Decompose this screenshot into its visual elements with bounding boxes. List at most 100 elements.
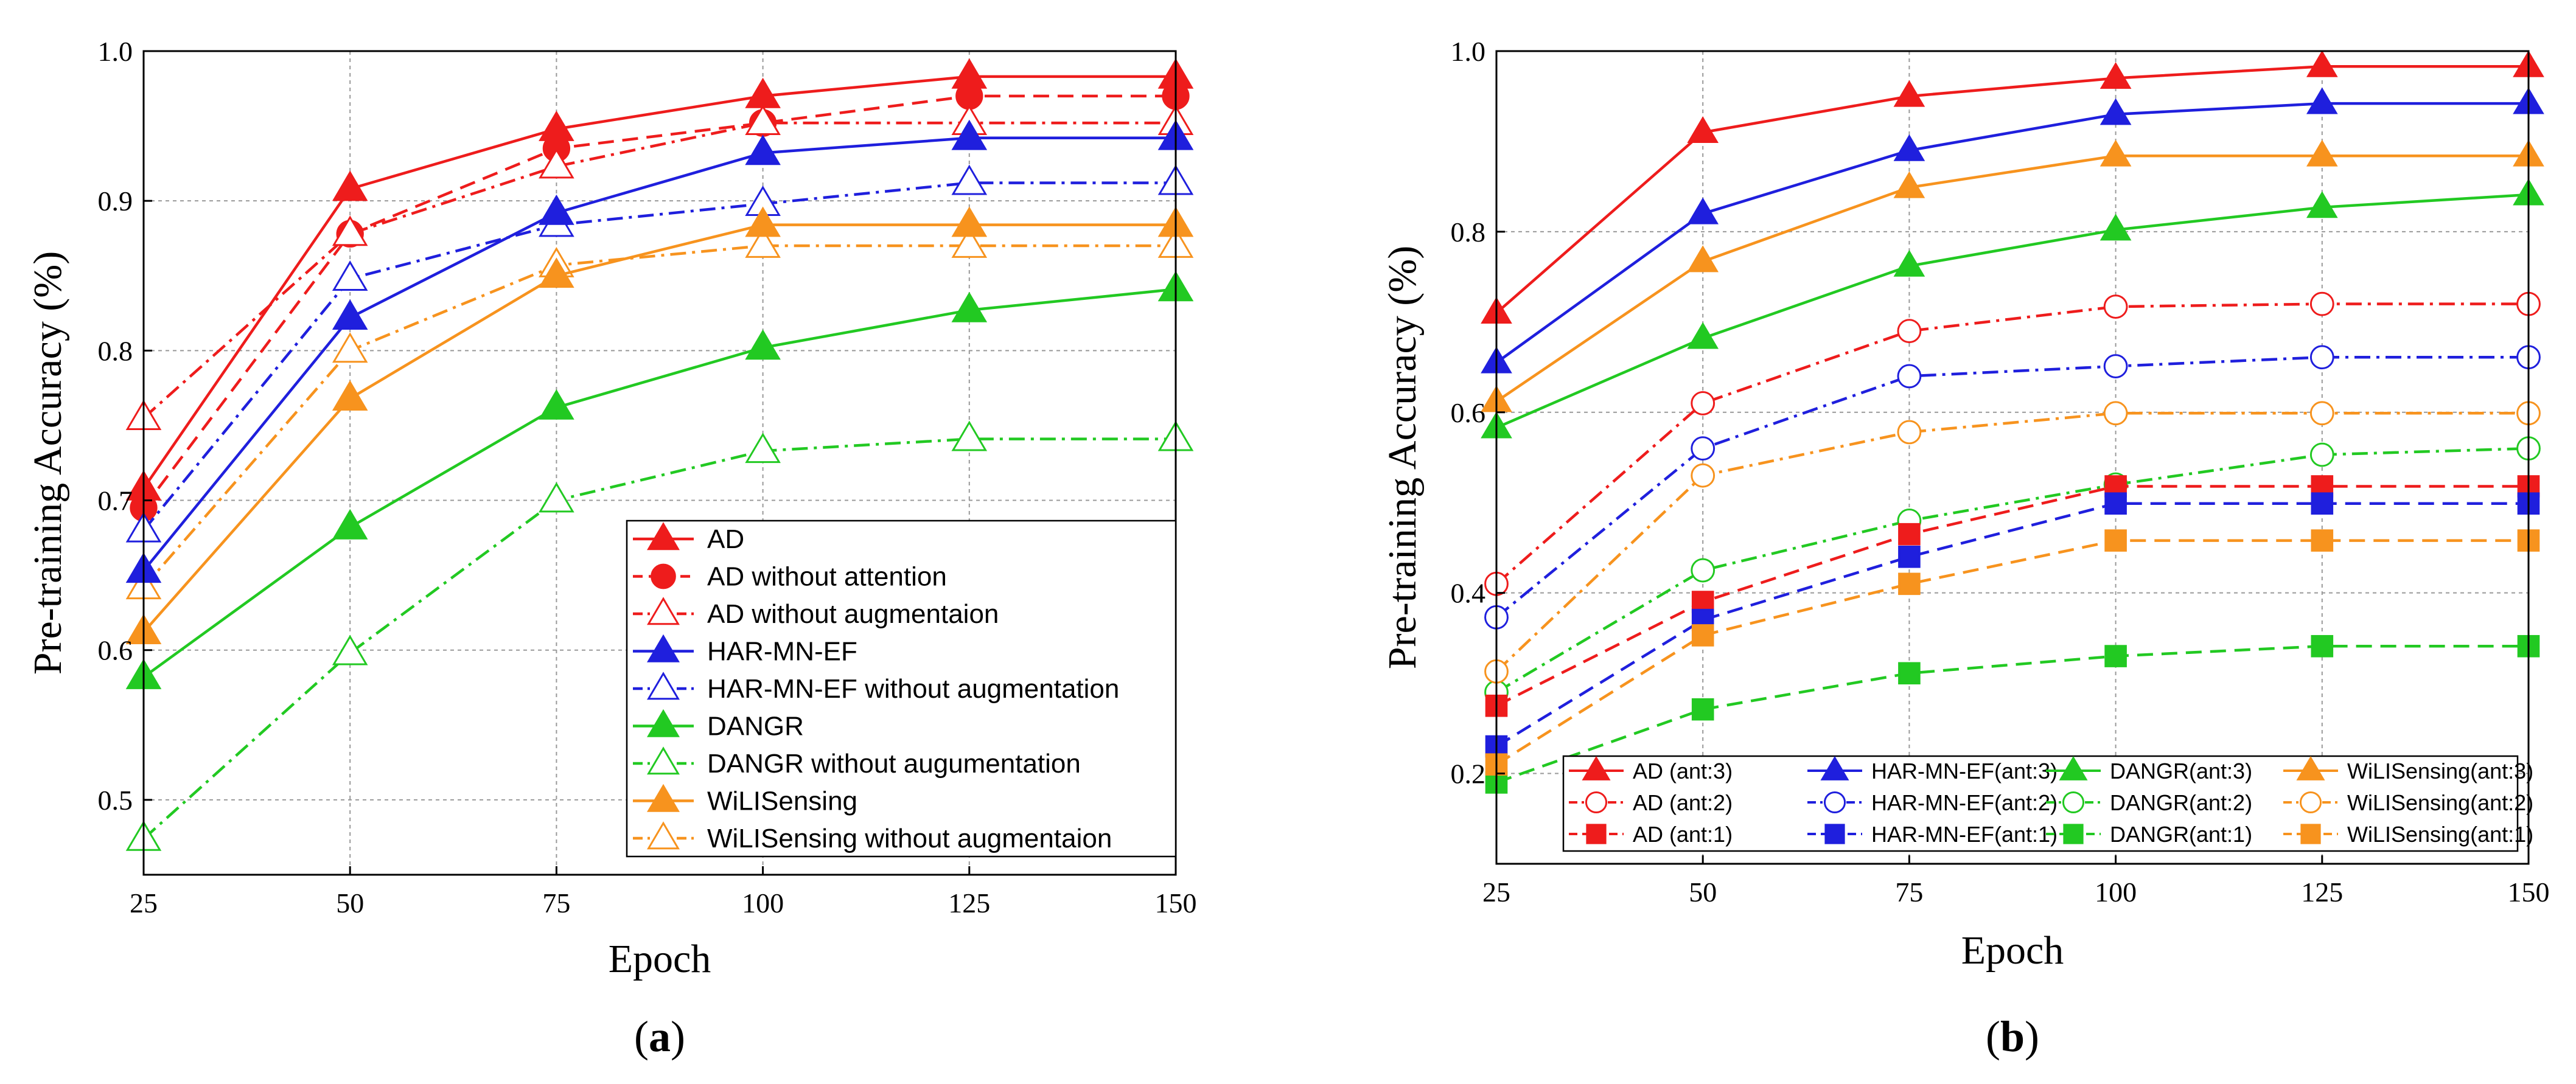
data-point [2311,529,2334,552]
data-point [539,194,574,225]
series-line [1495,102,2529,364]
data-point [951,58,988,89]
legend-marker [2063,824,2084,844]
series-line [1495,502,2529,748]
legend-b: AD (ant:3) HAR-MN-EF(ant:3) DANGR(ant:3) Wi… [1562,755,2533,852]
data-point [951,420,988,451]
legend-entry-a: HAR-MN-EF [633,634,857,667]
legend-label: AD without attention [707,562,947,592]
x-tick-label: 75 [1895,877,1923,908]
legend-marker [647,597,680,625]
data-point [539,482,574,513]
series-line [1495,485,2529,707]
legend-entry-b: AD (ant:1) [1569,822,1733,847]
legend-marker [651,563,676,589]
data-point [1691,591,1714,613]
legend-entry-a: AD without augmentaion [633,597,999,629]
legend-entry-b: WiLISensing(ant:2) [2283,790,2533,815]
series-line [1495,302,2529,585]
data-point [332,380,368,411]
data-point [2103,354,2128,378]
data-point [2100,139,2132,167]
data-point [1691,463,1716,488]
data-point [539,148,574,179]
legend-label: DANGR [707,712,804,742]
data-point [2306,139,2338,167]
data-point [951,119,988,150]
legend-entry-a: WiLISensing [633,783,857,816]
legend-entry-b: HAR-MN-EF(ant:3) [1807,756,2058,783]
legend-marker [647,821,680,850]
y-axis-label-a: Pre-training Accuracy (%) [26,251,70,675]
y-tick-label: 0.2 [1451,759,1486,790]
y-tick-label: 0.7 [98,485,133,516]
legend-entry-b: AD (ant:2) [1569,790,1733,815]
data-point [745,227,781,258]
data-point [1897,364,1922,389]
legend-marker [647,746,680,775]
data-point [2103,294,2128,319]
data-point [1893,134,1925,161]
data-point [745,206,781,237]
legend-label: DANGR without augumentation [707,749,1081,779]
data-point [2309,442,2334,467]
x-tick-label: 100 [2095,877,2137,908]
legend-marker [647,522,680,551]
data-point [1898,545,1921,568]
legend-a: AD AD without attention AD without augment… [626,519,1177,858]
x-axis-label-a: Epoch [609,937,711,981]
data-point [2306,50,2338,77]
x-tick-label: 150 [2508,877,2550,908]
data-point [2100,98,2132,125]
data-point [745,105,781,136]
data-point [332,509,368,540]
axes-frame-b [1495,50,2530,865]
panel-b: 25 50 75 100 125 150 0.2 0.4 0.6 0.8 1.0 Epoch Pre… [1380,36,2550,1061]
series-line [142,223,1176,633]
data-point [332,332,368,363]
series-line [1495,64,2529,314]
y-tick-label: 0.8 [1451,217,1486,248]
legend-label: AD (ant:3) [1633,759,1733,783]
legend-entry-a: AD without attention [633,562,947,592]
legend-marker [2296,756,2325,780]
data-point [2100,62,2132,89]
y-tick-label: 0.9 [98,186,133,217]
data-point [332,215,368,246]
legend-label: WiLISensing(ant:1) [2347,822,2533,847]
legend-label: WiLISensing without augmentaion [707,824,1112,853]
data-point [2100,214,2132,241]
series-ad-ant-1- [1485,475,2540,717]
series-line [1496,193,2529,429]
legend-entry-b: DANGR(ant:2) [2046,790,2252,815]
legend-entry-a: AD [633,522,744,554]
series-line [142,75,1176,490]
legend-label: AD [707,524,744,554]
data-point [539,389,574,420]
series-wilisensing [125,206,1194,645]
legend-marker [1582,756,1611,780]
y-tick-label: 0.8 [98,335,133,366]
legend-label: AD (ant:2) [1633,790,1733,815]
series-line [1496,644,2529,784]
x-tick-label: 125 [948,888,990,919]
legend-label: WiLISensing(ant:2) [2347,790,2533,815]
y-tick-label: 0.4 [1451,578,1486,609]
legend-label: HAR-MN-EF(ant:1) [1871,822,2058,847]
x-tick-label: 50 [1689,877,1717,908]
legend-entry-b: WiLISensing(ant:3) [2283,756,2533,783]
legend-entry-b: DANGR(ant:3) [2046,756,2252,783]
caption-a: (a) [634,1012,685,1061]
legend-marker [1586,824,1607,844]
data-point [539,257,574,288]
series-line [1495,355,2529,619]
data-point [951,164,988,195]
data-point [745,134,781,165]
legend-entry-a: DANGR [633,709,804,742]
legend-entry-a: WiLISensing without augmentaion [633,821,1112,853]
data-point [2306,87,2338,114]
series-ad-without-augmentaion [125,105,1194,430]
data-point [1687,197,1719,224]
legend-marker [647,709,680,737]
series-line [142,94,1176,509]
